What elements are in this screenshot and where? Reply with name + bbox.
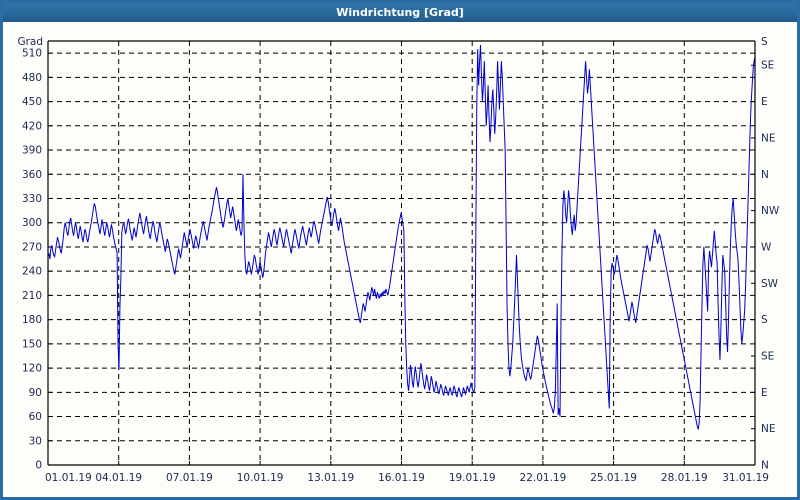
y-tick-label: 240 <box>22 266 42 278</box>
y-axis-unit-label: Grad <box>17 36 43 48</box>
x-tick-label: 13.01.19 <box>307 472 354 484</box>
y2-top-label: S <box>761 36 768 48</box>
y2-tick-label: NE <box>761 132 776 144</box>
y2-tick-label: SE <box>761 60 774 72</box>
window-title: Windrichtung [Grad] <box>336 6 464 19</box>
chart-canvas: 0 30 60 90 120 150 180 210 240 270 300 330 360 390 420… <box>3 22 797 497</box>
y-tick-label: 330 <box>22 193 42 205</box>
y2-tick-label: NW <box>761 205 780 217</box>
x-tick-label: 16.01.19 <box>378 472 425 484</box>
y2-tick-label: SE <box>761 350 774 362</box>
y-tick-label: 360 <box>22 169 42 181</box>
y-tick-label: 300 <box>22 217 42 229</box>
gridlines <box>48 41 755 465</box>
y-tick-label: 0 <box>35 460 42 472</box>
y2-tick-label: N <box>761 460 769 472</box>
y2-tick-label: E <box>761 387 768 399</box>
x-tick-label: 31.01.19 <box>722 472 769 484</box>
y-axis-ticks <box>48 52 52 466</box>
y2-axis-labels: N NE E SE S SW W NW N NE E SE S <box>761 36 780 472</box>
window-titlebar: Windrichtung [Grad] <box>3 3 797 22</box>
y-tick-label: 420 <box>22 120 42 132</box>
x-tick-label: 28.01.19 <box>661 472 708 484</box>
y-tick-label: 150 <box>22 338 42 350</box>
y-tick-label: 390 <box>22 145 42 157</box>
y2-tick-label: NE <box>761 423 776 435</box>
y-tick-label: 90 <box>29 387 42 399</box>
axis-frame <box>47 40 756 466</box>
y2-tick-label: SW <box>761 278 779 290</box>
y2-tick-label: N <box>761 169 769 181</box>
y-tick-label: 450 <box>22 96 42 108</box>
x-axis-labels: 01.01.19 04.01.19 07.01.19 10.01.19 13.01.19… <box>45 472 769 484</box>
y2-tick-label: W <box>761 241 772 253</box>
y-tick-label: 120 <box>22 363 42 375</box>
y-axis-labels: 0 30 60 90 120 150 180 210 240 270 300 330 360 390 420… <box>22 48 42 472</box>
x-tick-label: 22.01.19 <box>520 472 567 484</box>
y2-tick-label: E <box>761 96 768 108</box>
x-tick-label: 19.01.19 <box>449 472 496 484</box>
chart-background <box>3 22 797 497</box>
x-tick-label: 01.01.19 <box>45 472 92 484</box>
y-tick-label: 270 <box>22 241 42 253</box>
x-tick-label: 07.01.19 <box>166 472 213 484</box>
y-tick-label: 60 <box>29 411 42 423</box>
wind-direction-chart: 0 30 60 90 120 150 180 210 240 270 300 330 360 390 420… <box>3 22 797 497</box>
y-tick-label: 30 <box>29 435 42 447</box>
y-tick-label: 510 <box>22 48 42 60</box>
y-tick-label: 480 <box>22 72 42 84</box>
series-line-windrichtung <box>47 45 756 430</box>
y-tick-label: 210 <box>22 290 42 302</box>
x-tick-label: 10.01.19 <box>237 472 284 484</box>
x-tick-label: 04.01.19 <box>95 472 142 484</box>
x-tick-label: 25.01.19 <box>590 472 637 484</box>
y-tick-label: 180 <box>22 314 42 326</box>
y2-tick-label: S <box>761 314 768 326</box>
